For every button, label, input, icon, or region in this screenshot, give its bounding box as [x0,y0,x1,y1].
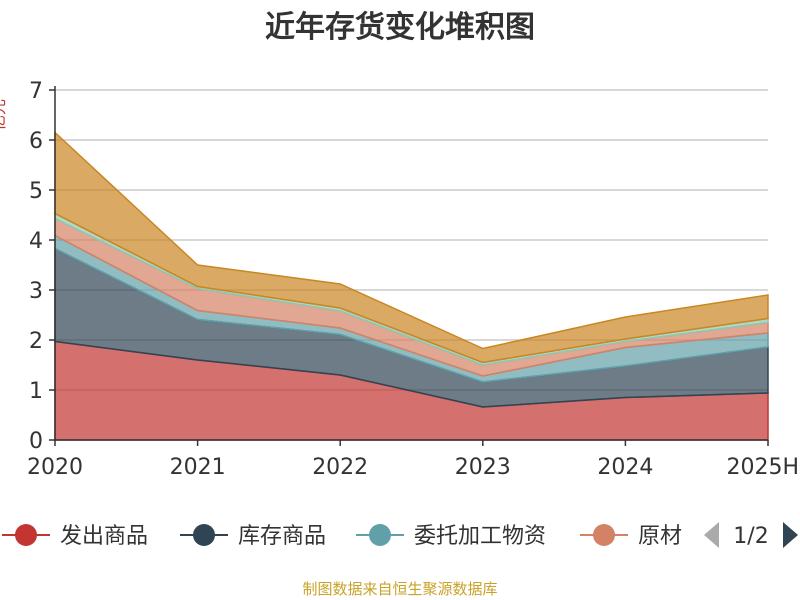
y-tick-label-0: 0 [29,429,43,454]
legend-item-2[interactable]: 库存商品 [180,524,326,549]
chart-title: 近年存货变化堆积图 [265,10,535,45]
legend-item-4[interactable]: 原材 [580,524,682,549]
y-axis-ticks: 0 1 2 3 4 5 6 7 [29,79,55,454]
y-tick-label-7: 7 [29,79,43,104]
y-tick-label-2: 2 [29,329,43,354]
legend-label-2: 库存商品 [238,524,326,549]
legend-next-icon[interactable] [783,522,798,548]
legend-pager: 1/2 [704,522,798,549]
legend-label-3: 委托加工物资 [414,524,546,549]
legend: 发出商品 库存商品 委托加工物资 原材 [2,524,682,549]
legend-page-indicator: 1/2 [733,524,768,549]
x-tick-label-2023: 2023 [455,455,511,480]
y-axis-label: 亿元 [0,99,8,131]
legend-items: 发出商品 库存商品 委托加工物资 原材 [2,524,682,549]
area-series [54,130,769,441]
axes [54,86,768,441]
legend-marker-4 [593,524,615,546]
y-tick-label-1: 1 [29,379,43,404]
x-tick-label-2025H: 2025H [726,455,799,480]
y-tick-label-3: 3 [29,279,43,304]
legend-prev-icon[interactable] [704,522,719,548]
legend-item-1[interactable]: 发出商品 [2,524,148,549]
y-tick-label-4: 4 [29,229,43,254]
area-series-6 [54,130,769,364]
x-axis-ticks: 2020 2021 2022 2023 2024 2025H [27,440,799,480]
x-tick-label-2021: 2021 [170,455,226,480]
legend-marker-3 [369,524,391,546]
legend-item-3[interactable]: 委托加工物资 [356,524,546,549]
footer-source: 制图数据来自恒生聚源数据库 [302,580,497,598]
legend-label-4: 原材 [638,524,682,549]
x-tick-label-2024: 2024 [597,455,653,480]
y-tick-label-6: 6 [29,129,43,154]
x-tick-label-2020: 2020 [27,455,83,480]
legend-marker-2 [193,524,215,546]
legend-marker-1 [15,524,37,546]
legend-label-1: 发出商品 [60,524,148,549]
x-tick-label-2022: 2022 [312,455,368,480]
y-tick-label-5: 5 [29,179,43,204]
